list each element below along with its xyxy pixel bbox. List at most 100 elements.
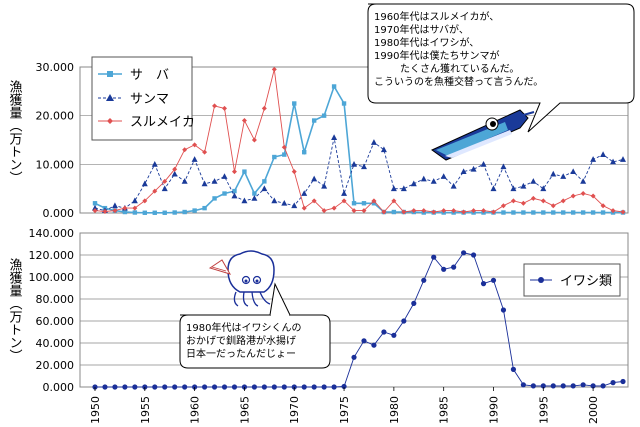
top-data-point bbox=[610, 208, 616, 214]
legend-label-saba: サ バ bbox=[130, 68, 169, 83]
top-data-point bbox=[192, 208, 197, 213]
bottom-data-point bbox=[431, 254, 437, 260]
top-data-point bbox=[530, 195, 536, 201]
top-data-point bbox=[540, 185, 547, 192]
bottom-data-point bbox=[221, 384, 228, 390]
top-data-point bbox=[122, 205, 128, 211]
top-data-point bbox=[162, 178, 168, 184]
bottom-data-point bbox=[421, 277, 427, 283]
bottom-data-point bbox=[231, 384, 238, 390]
top-data-point bbox=[212, 196, 217, 201]
top-data-point bbox=[391, 198, 397, 204]
top-data-point bbox=[102, 209, 108, 215]
top-data-point bbox=[400, 185, 407, 192]
top-series-line-1 bbox=[94, 137, 624, 212]
top-data-point bbox=[242, 169, 247, 174]
top-data-point bbox=[560, 198, 566, 204]
top-data-point bbox=[580, 191, 586, 197]
top-data-point bbox=[410, 180, 417, 187]
top-data-point bbox=[222, 191, 227, 196]
top-data-point bbox=[152, 210, 157, 215]
top-data-point bbox=[620, 156, 626, 162]
top-data-point bbox=[282, 152, 287, 157]
top-data-point bbox=[531, 210, 536, 215]
top-data-point bbox=[202, 149, 208, 155]
x-tick-label: 1995 bbox=[537, 396, 550, 424]
bottom-data-point bbox=[301, 384, 307, 390]
bottom-data-point bbox=[112, 384, 118, 390]
top-data-point bbox=[431, 209, 437, 215]
top-data-point bbox=[341, 101, 347, 106]
bottom-legend: イワシ類 bbox=[523, 263, 621, 297]
top-data-point bbox=[540, 198, 546, 204]
top-data-point bbox=[550, 203, 556, 209]
top-data-point bbox=[251, 137, 257, 143]
legend-item-sanma: サンマ bbox=[98, 92, 169, 107]
top-data-point bbox=[600, 151, 607, 157]
top-y-tick-label: 20.000 bbox=[36, 110, 75, 123]
top-data-point bbox=[92, 208, 98, 214]
top-data-point bbox=[272, 154, 277, 160]
top-data-point bbox=[182, 209, 187, 215]
top-data-point bbox=[541, 210, 546, 215]
top-data-point bbox=[361, 208, 367, 214]
legend-label-surumeika: スルメイカ bbox=[130, 115, 195, 130]
bottom-data-point bbox=[341, 383, 347, 390]
top-data-point bbox=[510, 198, 516, 204]
bottom-data-point bbox=[391, 332, 397, 338]
top-data-point bbox=[610, 158, 617, 165]
top-data-point bbox=[301, 190, 308, 196]
top-data-point bbox=[302, 149, 307, 155]
bottom-y-tick-label: 40.000 bbox=[36, 337, 75, 350]
bottom-data-point bbox=[411, 300, 417, 306]
top-data-point bbox=[262, 179, 267, 184]
bottom-chart: 0.000 20.000 40.000 60.000 80.000 100.000 120.… bbox=[7, 227, 629, 424]
top-data-point bbox=[142, 210, 148, 215]
top-data-point bbox=[551, 210, 556, 215]
bottom-data-point bbox=[441, 266, 447, 272]
top-data-point bbox=[600, 210, 606, 215]
legend-item-surumeika: スルメイカ bbox=[98, 115, 195, 130]
x-tick-label: 1955 bbox=[139, 396, 152, 424]
bottom-data-point bbox=[620, 378, 626, 385]
top-data-point bbox=[261, 185, 268, 192]
top-data-point bbox=[520, 182, 527, 189]
bottom-data-point bbox=[321, 384, 327, 390]
top-data-point bbox=[331, 205, 337, 211]
bottom-y-tick-label: 60.000 bbox=[36, 315, 75, 328]
top-data-point bbox=[561, 210, 566, 215]
x-tick-label: 1990 bbox=[487, 396, 500, 424]
bottom-data-point bbox=[461, 250, 467, 256]
bottom-data-point bbox=[361, 338, 367, 344]
bottom-data-point bbox=[451, 264, 457, 270]
top-data-point bbox=[461, 209, 467, 215]
top-data-point bbox=[450, 182, 457, 189]
top-data-point bbox=[371, 198, 377, 204]
top-data-point bbox=[331, 84, 337, 89]
bottom-data-point bbox=[311, 384, 317, 390]
top-data-point bbox=[202, 205, 207, 211]
top-data-point bbox=[171, 170, 178, 177]
top-data-point bbox=[212, 103, 218, 109]
top-note-line-4: 1990年代は僕たちサンマが bbox=[374, 49, 499, 62]
top-data-point bbox=[291, 169, 297, 175]
top-data-point bbox=[480, 161, 487, 167]
top-data-point bbox=[152, 188, 158, 194]
top-y-axis-label: 漁獲量（万トン） bbox=[7, 80, 23, 184]
bottom-data-point bbox=[261, 384, 267, 390]
bottom-data-point bbox=[211, 384, 218, 390]
top-data-point bbox=[511, 210, 516, 215]
x-tick-label: 1985 bbox=[438, 396, 451, 424]
top-data-point bbox=[241, 197, 248, 204]
bottom-note-line-3: 日本一だったんだじょー bbox=[186, 347, 296, 360]
top-speech-bubble: 1960年代はスルメイカが、 1970年代はサバが、 1980年代はイワシが、 … bbox=[367, 3, 635, 133]
top-note-line-5: たくさん獲れているんだ。 bbox=[400, 62, 519, 75]
top-data-point bbox=[321, 208, 327, 214]
top-data-point bbox=[311, 198, 317, 204]
legend-label-iwashi: イワシ類 bbox=[560, 274, 612, 289]
bottom-speech-bubble: 1980年代はイワシくんの おかげで釧路港が水揚げ 日本一だったんだじょー bbox=[179, 282, 331, 369]
top-data-point bbox=[132, 205, 138, 211]
bottom-data-point bbox=[331, 384, 337, 390]
top-data-point bbox=[261, 105, 267, 111]
bottom-data-point bbox=[580, 382, 586, 388]
